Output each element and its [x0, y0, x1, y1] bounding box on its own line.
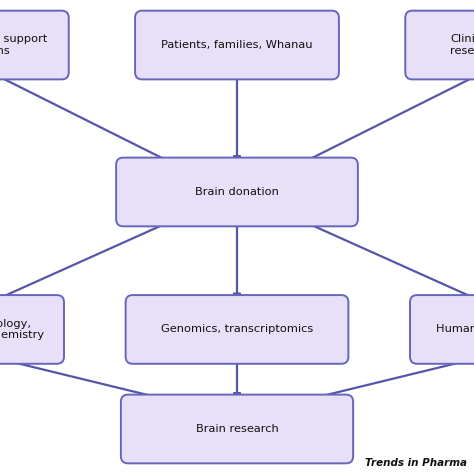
Text: Human brain c...: Human brain c... [436, 324, 474, 335]
FancyBboxPatch shape [116, 158, 358, 227]
Text: Trends in Pharma: Trends in Pharma [365, 458, 467, 468]
Text: Brain donation: Brain donation [195, 187, 279, 197]
FancyBboxPatch shape [121, 394, 353, 464]
FancyBboxPatch shape [405, 10, 474, 79]
FancyBboxPatch shape [0, 10, 69, 79]
Text: Clinicians,
researchers: Clinicians, researchers [450, 34, 474, 56]
Text: Neuropathology,
neurobiochemistry: Neuropathology, neurobiochemistry [0, 319, 44, 340]
FancyBboxPatch shape [135, 10, 339, 79]
Text: Brain research: Brain research [196, 424, 278, 434]
FancyBboxPatch shape [410, 295, 474, 364]
FancyBboxPatch shape [126, 295, 348, 364]
Text: Community support
organisations: Community support organisations [0, 34, 47, 56]
Text: Genomics, transcriptomics: Genomics, transcriptomics [161, 324, 313, 335]
FancyBboxPatch shape [0, 295, 64, 364]
Text: Patients, families, Whanau: Patients, families, Whanau [161, 40, 313, 50]
